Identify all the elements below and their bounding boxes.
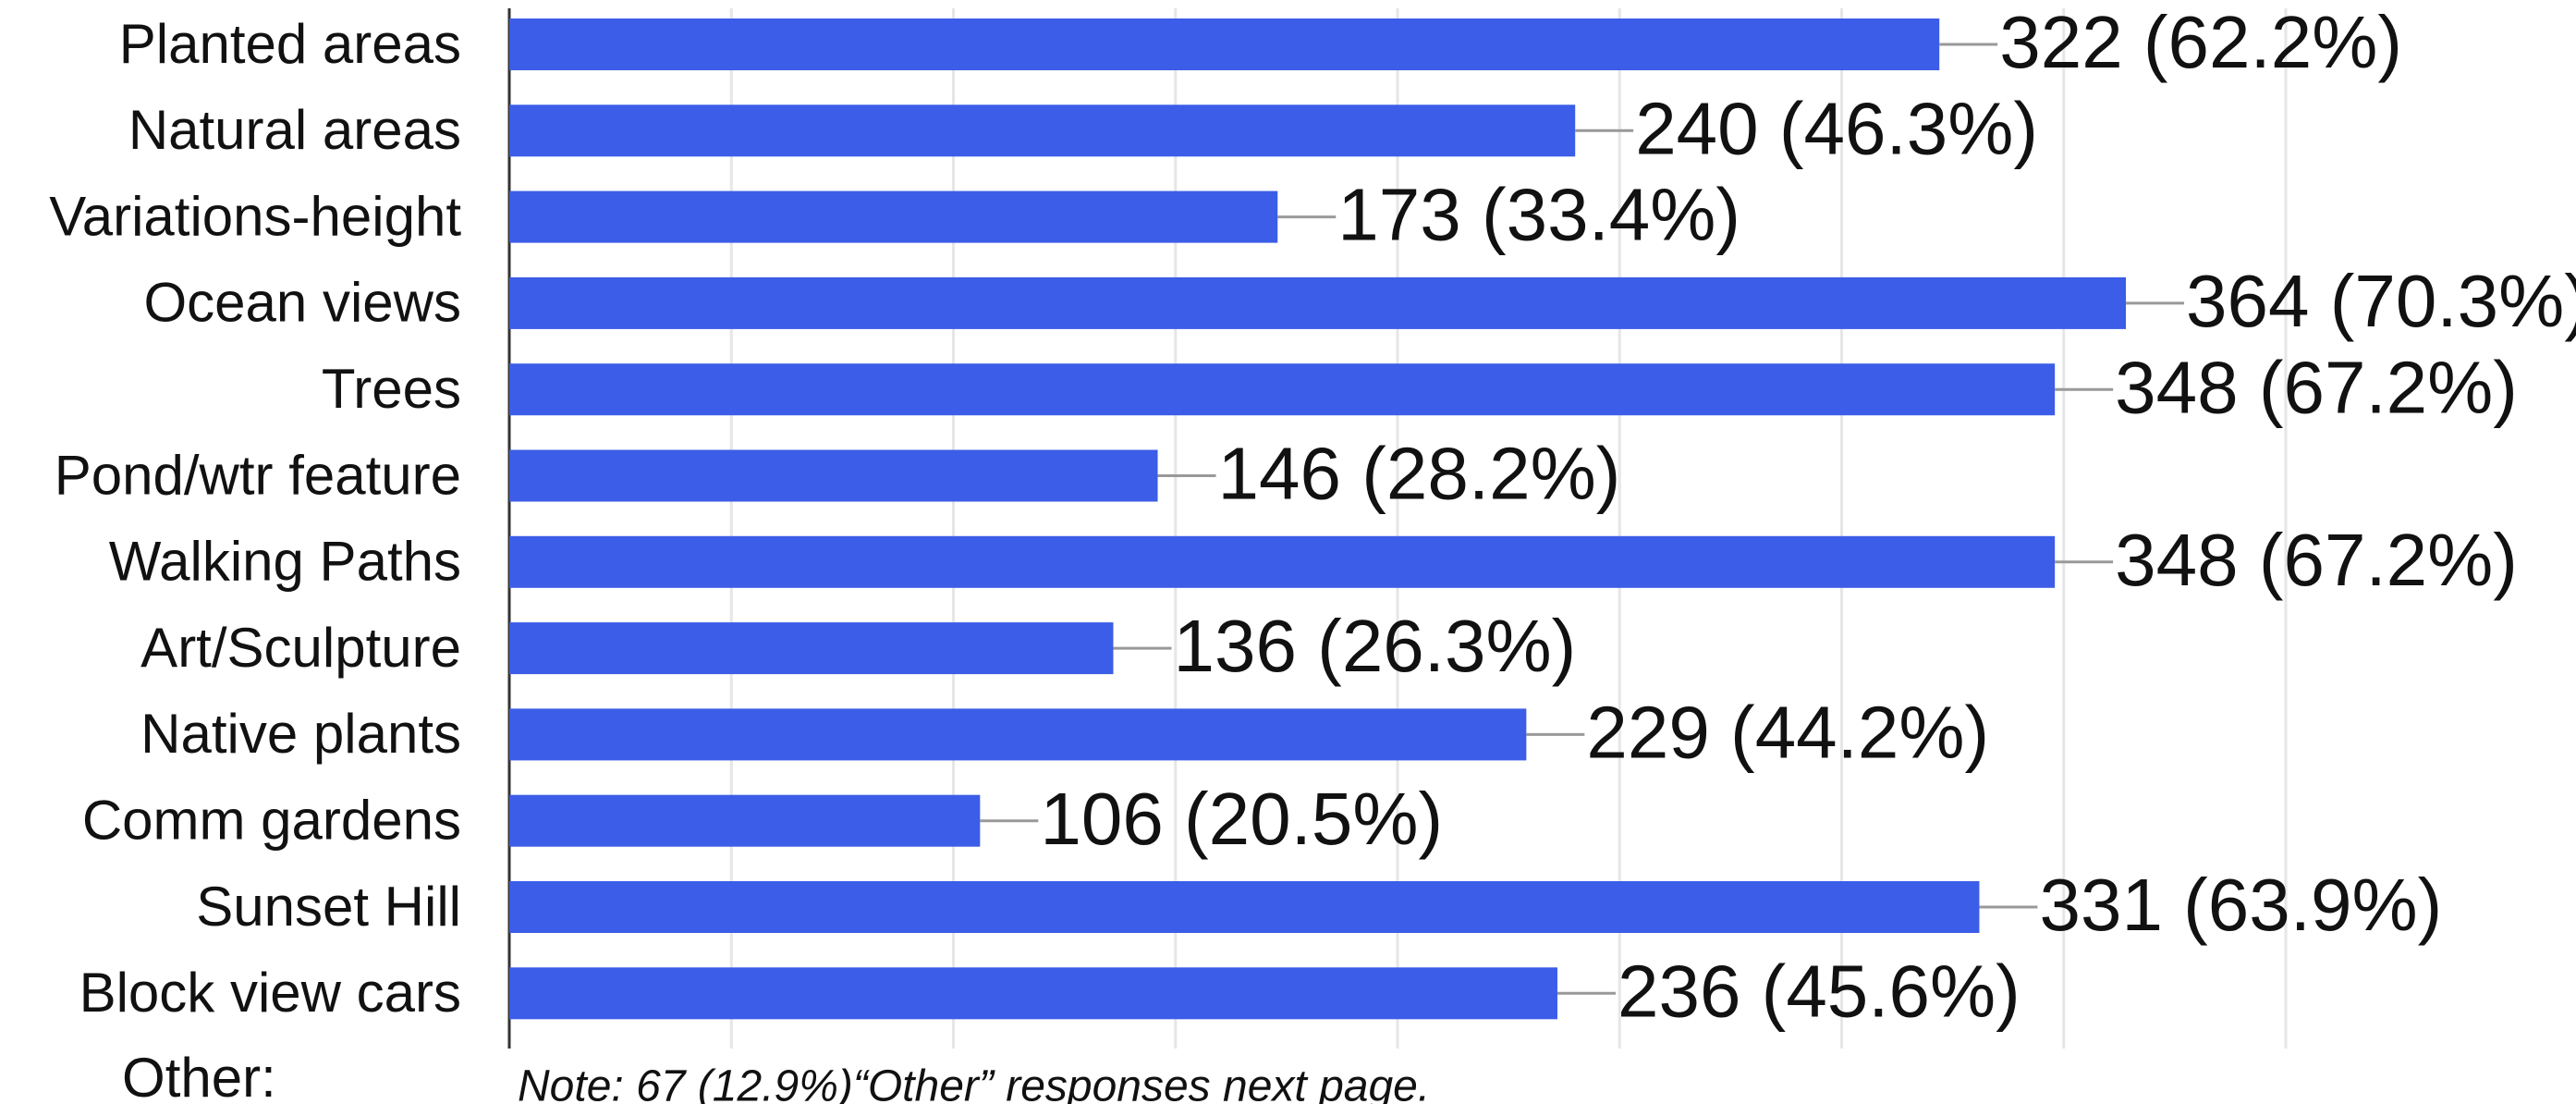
category-label: Native plants (140, 703, 461, 765)
category-label: Sunset Hill (196, 876, 461, 938)
value-label: 173 (33.4%) (1337, 174, 1740, 256)
value-label: 236 (45.6%) (1618, 950, 2021, 1032)
bar (509, 104, 1576, 157)
bar (509, 190, 1278, 243)
value-label: 106 (20.5%) (1040, 778, 1443, 860)
category-label: Walking Paths (109, 531, 461, 593)
category-label: Planted areas (119, 13, 461, 75)
value-label: 348 (67.2%) (2115, 346, 2518, 428)
bar (509, 708, 1527, 761)
category-label: Natural areas (128, 99, 461, 161)
value-label: 136 (26.3%) (1173, 605, 1576, 687)
value-label: 331 (63.9%) (2039, 864, 2442, 946)
bar (509, 967, 1557, 1020)
category-label: Pond/wtr feature (55, 444, 461, 506)
bar (509, 794, 981, 847)
category-label: Block view cars (79, 962, 461, 1024)
bar (509, 622, 1114, 675)
category-label: Ocean views (144, 272, 461, 334)
category-label: Art/Sculpture (140, 617, 461, 679)
category-label: Trees (322, 358, 461, 420)
category-label: Comm gardens (82, 790, 461, 852)
bar (509, 535, 2056, 588)
bar (509, 881, 1980, 933)
value-label: 364 (70.3%) (2186, 260, 2576, 342)
value-label: 146 (28.2%) (1218, 433, 1621, 515)
bar (509, 449, 1158, 502)
value-label: 322 (62.2%) (1999, 1, 2402, 83)
note: Note: 67 (12.9%)“Other” responses next p… (518, 1062, 1430, 1104)
value-label: 348 (67.2%) (2115, 519, 2518, 601)
value-label: 229 (44.2%) (1586, 692, 1989, 774)
value-label: 240 (46.3%) (1635, 87, 2038, 169)
bar (509, 18, 1940, 70)
bar (509, 363, 2056, 416)
bar (509, 276, 2127, 329)
other-label: Other:______ (122, 1047, 463, 1104)
category-label: Variations-height (49, 185, 461, 247)
